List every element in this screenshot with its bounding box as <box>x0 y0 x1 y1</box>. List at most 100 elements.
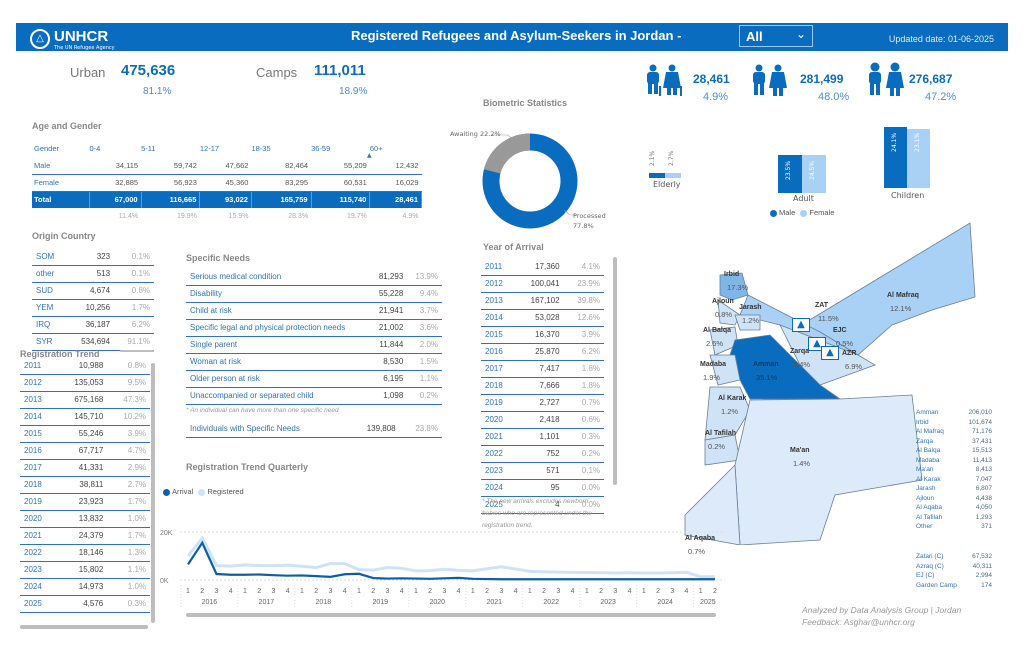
cell: 13.9% <box>407 268 442 286</box>
children-female-pct: 23.1% <box>914 132 921 152</box>
y-tick-label: 0K <box>160 578 169 585</box>
row-label: 2025 <box>20 595 56 613</box>
cell: 15,802 <box>55 561 108 579</box>
children-female-bar[interactable] <box>907 129 930 188</box>
footer-feedback[interactable]: Feedback: Asghar@unhcr.org <box>802 617 915 627</box>
cell: 145,710 <box>55 408 108 426</box>
awaiting-label: Awaiting 22.2% <box>450 130 501 138</box>
legend-arrival[interactable]: Arrival <box>172 487 194 496</box>
row-label: 2014 <box>481 309 515 327</box>
table-row: Female 32,885 56,923 45,360 83,295 60,53… <box>32 174 422 192</box>
legend-male[interactable]: Male <box>779 208 796 217</box>
region-ajloun[interactable] <box>717 299 741 326</box>
x-tick-label: 1 <box>243 588 247 595</box>
table-row: 2020 2,418 0.6% <box>481 411 604 429</box>
region-madaba[interactable] <box>709 354 741 386</box>
elderly-male-bar[interactable] <box>649 173 665 178</box>
legend-female[interactable]: Female <box>809 208 835 217</box>
cell: 10.2% <box>107 408 150 426</box>
cell: 0.1% <box>114 248 154 266</box>
quarterly-legend: Arrival Registered <box>163 487 244 496</box>
col-header[interactable]: 18-35 <box>251 144 271 153</box>
x-year-label: 2016 <box>202 599 218 606</box>
cell: 4,674 <box>66 282 115 300</box>
awaiting-slice[interactable] <box>483 133 531 174</box>
x-tick-label: 1 <box>414 588 418 595</box>
x-year-label: 2017 <box>259 599 275 606</box>
cell: 17,360 <box>514 258 564 276</box>
quarterly-scrollbar[interactable] <box>186 613 716 617</box>
legend-registered[interactable]: Registered <box>207 487 244 496</box>
adults-value: 281,499 <box>800 72 844 86</box>
table-row: Ma'an 8,413 <box>916 465 992 475</box>
row-label: 2024 <box>20 578 56 596</box>
map-region-pct: 1.2% <box>721 407 739 416</box>
x-tick-label: 2 <box>371 588 375 595</box>
camp-zaatari-icon[interactable]: ▲ <box>792 318 810 332</box>
children-male-pct: 24.1% <box>891 132 898 152</box>
cell: 8,530 <box>370 353 408 371</box>
row-label: Female <box>32 174 90 192</box>
row-label: Woman at risk <box>186 353 371 371</box>
elderly-pct: 4.9% <box>703 91 729 103</box>
filter-dropdown[interactable]: All ⌄ <box>739 25 813 47</box>
table-row: Ajloun 4,438 <box>916 494 992 504</box>
cell: 7,666 <box>514 377 564 395</box>
row-label: SUD <box>32 282 67 300</box>
cell: 6,195 <box>370 370 408 388</box>
processed-pct: 77.8% <box>573 222 594 230</box>
row-label: 2012 <box>20 374 56 392</box>
cell: 1,098 <box>370 387 408 405</box>
region-al-karak[interactable] <box>704 386 751 441</box>
col-header[interactable]: 5-11 <box>141 144 156 153</box>
page-title: Registered Refugees and Asylum-Seekers i… <box>351 28 682 43</box>
x-tick-label: 1 <box>642 588 646 595</box>
cell: 1.0% <box>107 578 150 596</box>
age-gender-header-row: Gender 0-4 5-11 12-17 18-35 36-59 60+ <box>32 140 422 157</box>
cell: 11.4% <box>118 213 139 220</box>
row-label: 2024 <box>481 479 515 497</box>
cell: 4,050 <box>975 504 992 512</box>
cell: 15.9% <box>228 213 249 220</box>
quarterly-chart: 0K 20K 1 2 3 4 1 2 3 4 1 2 3 4 1 2 3 4 1 2 3 4 1 2 3 4 1 2 3 4 1 2 3 4 1 2 3… <box>160 530 725 608</box>
registration-trend-scrollbar-v[interactable] <box>151 363 155 623</box>
year-arrival-scrollbar[interactable] <box>613 257 617 485</box>
footer-analyzed-by: Analyzed by Data Analysis Group | Jordan <box>802 605 962 615</box>
camp-azraq-icon[interactable]: ▲ <box>821 346 839 360</box>
registration-trend-scrollbar-h[interactable] <box>20 625 148 629</box>
col-header[interactable]: Gender <box>34 144 60 153</box>
region-irbid[interactable] <box>719 272 749 301</box>
series-line-registered[interactable] <box>186 535 716 579</box>
row-label: 2018 <box>20 476 56 494</box>
x-tick-label: 2 <box>542 588 546 595</box>
updated-date: Updated date: 01-06-2025 <box>888 34 994 44</box>
series-line-arrival[interactable] <box>187 540 715 581</box>
elderly-female-bar[interactable] <box>665 173 681 178</box>
cell: 3.9% <box>563 326 604 344</box>
region-jarash[interactable] <box>734 314 761 331</box>
adult-male-bar[interactable] <box>778 155 802 193</box>
row-label: 2019 <box>481 394 515 412</box>
registration-trend-title: Registration Trend <box>20 349 100 359</box>
cell: 56,923 <box>141 174 200 192</box>
col-header[interactable]: 0-4 <box>89 144 101 153</box>
table-row: Single parent 11,844 2.0% <box>186 336 442 354</box>
region-maan[interactable] <box>734 394 923 545</box>
x-tick-label: 1 <box>585 588 589 595</box>
children-male-bar[interactable] <box>884 127 907 188</box>
cell: 323 <box>66 248 115 266</box>
camps-pct: 18.9% <box>339 86 368 97</box>
x-tick-label: 4 <box>343 588 347 595</box>
cell: 534,694 <box>66 333 115 351</box>
table-row: Irbid 101,674 <box>916 418 992 428</box>
cell: 13,832 <box>55 510 108 528</box>
origin-scrollbar[interactable] <box>120 350 154 352</box>
col-header[interactable]: 60+ <box>369 144 383 153</box>
sort-indicator-icon[interactable]: ▲ <box>367 152 372 159</box>
row-label: Other <box>916 523 933 531</box>
chart-legend: Male Female <box>770 208 834 217</box>
adult-female-bar[interactable] <box>802 155 826 193</box>
col-header[interactable]: 12-17 <box>199 144 220 153</box>
region-al-aqaba[interactable] <box>684 464 741 545</box>
col-header[interactable]: 36-59 <box>311 144 331 153</box>
